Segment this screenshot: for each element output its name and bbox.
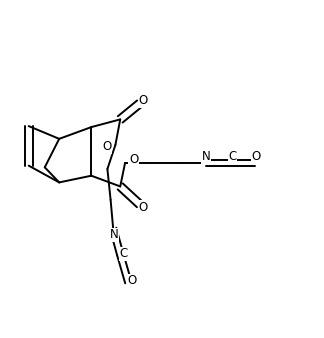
Text: N: N: [110, 228, 118, 241]
Text: O: O: [251, 150, 260, 164]
Text: C: C: [228, 150, 237, 164]
Text: C: C: [119, 247, 128, 260]
Text: O: O: [102, 140, 111, 153]
Text: O: O: [139, 94, 148, 107]
Text: O: O: [128, 274, 137, 287]
Text: N: N: [202, 150, 211, 164]
Text: O: O: [129, 153, 138, 166]
Text: O: O: [139, 201, 148, 214]
